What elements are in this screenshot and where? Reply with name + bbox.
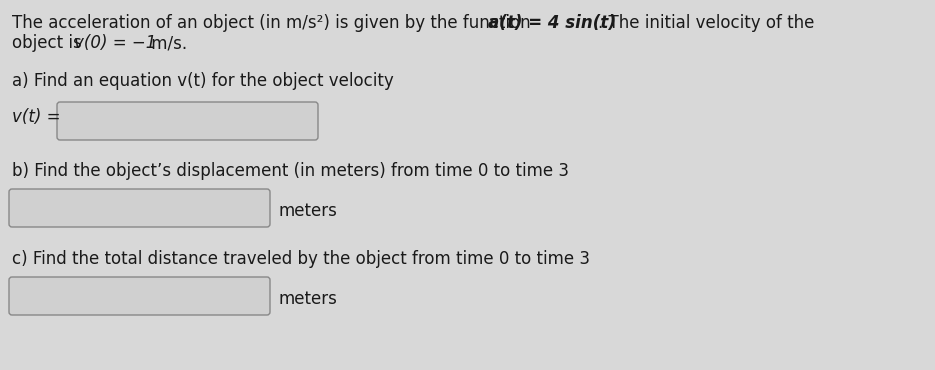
Text: m/s.: m/s.	[146, 34, 187, 52]
Text: meters: meters	[278, 290, 337, 308]
Text: b) Find the object’s displacement (in meters) from time 0 to time 3: b) Find the object’s displacement (in me…	[12, 162, 569, 180]
Text: c) Find the total distance traveled by the object from time 0 to time 3: c) Find the total distance traveled by t…	[12, 250, 590, 268]
FancyBboxPatch shape	[9, 277, 270, 315]
Text: v(0) = −1: v(0) = −1	[74, 34, 156, 52]
FancyBboxPatch shape	[57, 102, 318, 140]
FancyBboxPatch shape	[9, 189, 270, 227]
Text: The acceleration of an object (in m/s²) is given by the function: The acceleration of an object (in m/s²) …	[12, 14, 536, 32]
Text: meters: meters	[278, 202, 337, 220]
Text: a(t) = 4 sin(t): a(t) = 4 sin(t)	[488, 14, 616, 32]
Text: . The initial velocity of the: . The initial velocity of the	[598, 14, 814, 32]
Text: v(t) =: v(t) =	[12, 108, 61, 126]
Text: a) Find an equation v(t) for the object velocity: a) Find an equation v(t) for the object …	[12, 72, 394, 90]
Text: object is: object is	[12, 34, 87, 52]
